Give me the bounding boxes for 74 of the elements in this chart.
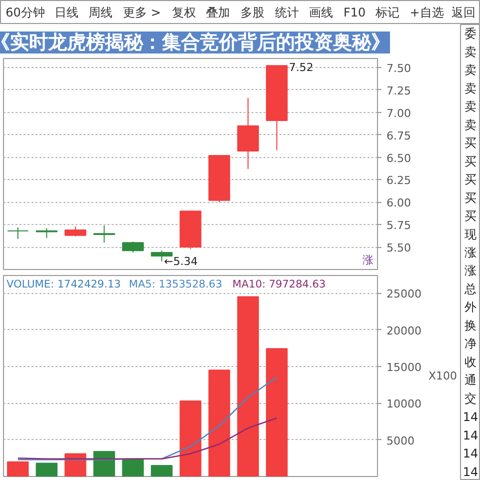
annotation: ←5.34 [164, 254, 198, 268]
candlestick [122, 241, 144, 253]
y-tick-label: 7.50 [386, 62, 411, 75]
text: 外 [464, 300, 476, 314]
annotation: VOLUME: 1742429.13 [6, 278, 121, 290]
y-tick-label: 10000 [386, 398, 422, 411]
text: 净 [464, 336, 476, 351]
text: MA5: 1353528.63 [128, 278, 222, 290]
candlestick [64, 226, 86, 237]
y-tick-label: 6.00 [386, 196, 411, 210]
text: 总 [464, 282, 476, 296]
chart-title: 《实时龙虎榜揭秘：集合竞价背后的投资奥秘》 [0, 32, 390, 54]
text: 委 [464, 26, 476, 41]
text: 买 [464, 209, 476, 224]
text: 叠加 [206, 6, 230, 20]
y-tick-label: 6.25 [386, 174, 411, 188]
text: 涨 [464, 264, 476, 278]
y-tick-label: 7.00 [386, 106, 411, 120]
text: 现 [464, 227, 476, 242]
bar [208, 370, 230, 476]
text: 返回 [451, 6, 476, 20]
text: 买 [464, 172, 476, 187]
y-tick-label: 25000 [386, 288, 422, 301]
y-tick-label: 5.75 [386, 219, 411, 232]
y-tick-label: 7.25 [386, 84, 411, 98]
text: 买 [464, 136, 476, 150]
text: 周线 [88, 6, 113, 20]
text: 卖 [464, 44, 476, 59]
candlestick [93, 225, 116, 244]
text: 画线 [309, 6, 334, 20]
text: 统计 [274, 6, 299, 20]
text: 复权 [172, 6, 196, 20]
bar [122, 459, 144, 476]
text: 买 [464, 154, 476, 168]
text: 买 [464, 190, 476, 205]
text: 14 [462, 446, 478, 461]
annotation: 7.52 [288, 61, 314, 74]
y-tick-label: 20000 [386, 324, 422, 338]
text: 标记 [374, 6, 400, 20]
y-tick-label: 15000 [386, 360, 422, 374]
text: 卖 [464, 63, 476, 78]
text: 多股 [240, 6, 264, 20]
y-tick-label: 6.50 [386, 152, 411, 165]
text: 14 [462, 410, 478, 424]
text: 换 [464, 318, 476, 332]
text: 日线 [54, 6, 78, 20]
text: 收 [464, 354, 476, 369]
y-axis-title: X100 [428, 370, 458, 382]
text: 14 [462, 428, 478, 442]
text: 通 [464, 373, 476, 388]
text: 14 [462, 464, 478, 479]
text: 更多 > [123, 6, 161, 20]
bar [266, 348, 288, 476]
text: MA10: 797284.63 [232, 278, 326, 290]
text: F10 [344, 6, 366, 20]
annotation: 涨 [362, 254, 374, 266]
y-tick-label: 5.50 [386, 242, 411, 255]
text: 卖 [464, 118, 476, 132]
bar [150, 464, 173, 476]
y-tick-label: 6.75 [386, 129, 411, 142]
text: +自选 [410, 6, 444, 20]
text: 涨 [464, 246, 476, 260]
text: 卖 [464, 81, 476, 96]
bar [180, 400, 202, 476]
candlestick [36, 228, 58, 239]
bar [237, 296, 259, 476]
y-tick-label: 5000 [386, 434, 414, 448]
bar [7, 461, 29, 476]
text: 60分钟 [6, 6, 45, 20]
bar [36, 462, 58, 476]
line-series [17, 417, 278, 460]
candlestick [7, 226, 29, 240]
text: 交 [464, 391, 476, 406]
text: 卖 [464, 100, 476, 114]
